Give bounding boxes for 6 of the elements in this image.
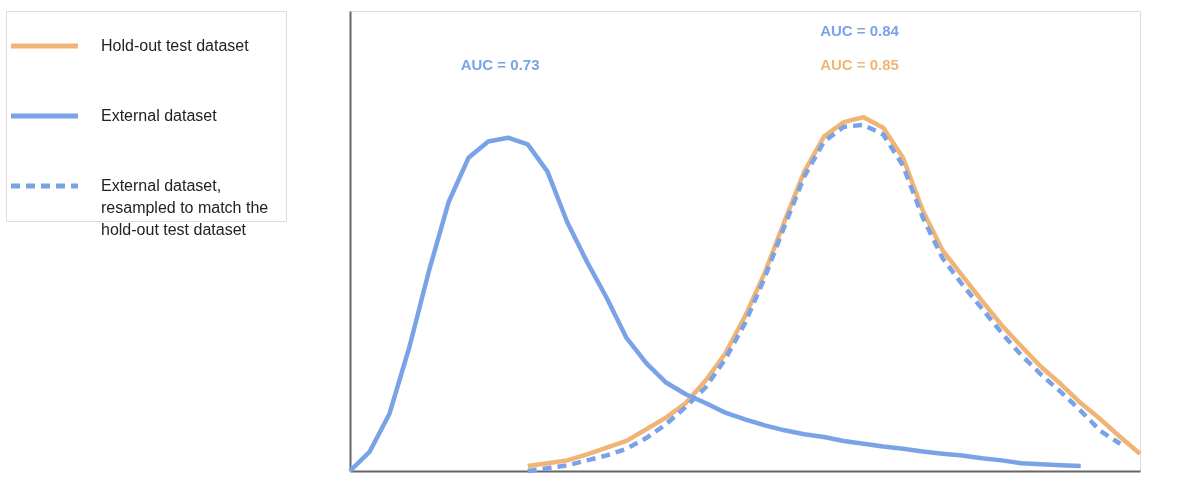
text: AUC = 0.84 [820, 22, 900, 39]
legend-label: Hold-out test dataset [101, 37, 250, 54]
legend-label: External dataset, resampled to match the hold-out test dataset [101, 177, 269, 238]
legend-label: External dataset [101, 107, 218, 124]
text: AUC = 0.73 [460, 56, 540, 73]
text: AUC = 0.85 [820, 56, 899, 73]
